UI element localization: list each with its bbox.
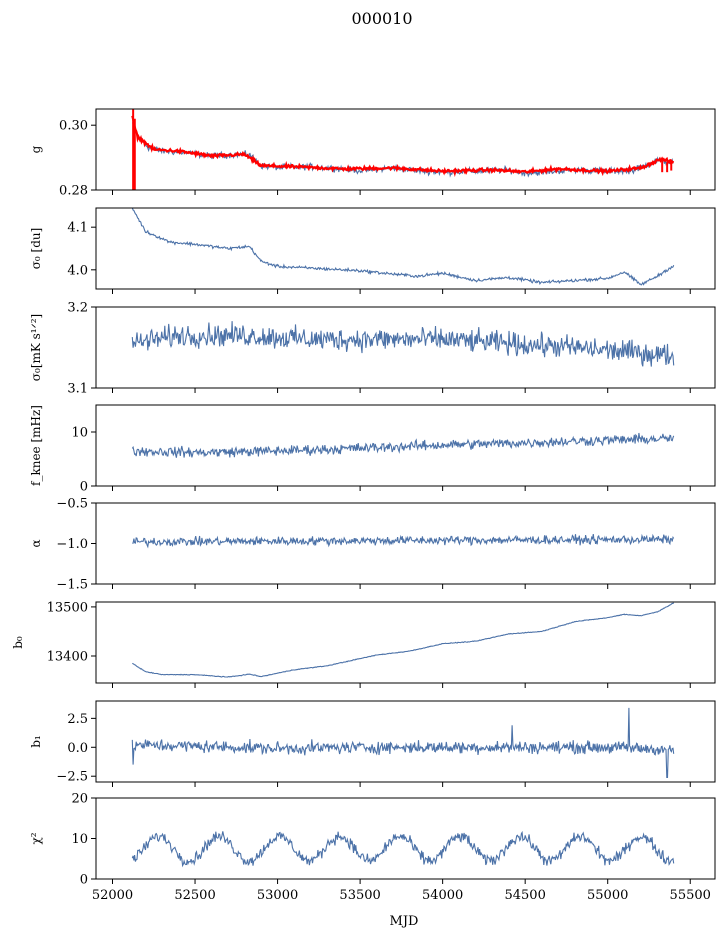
y-axis-label: f_knee [mHz] <box>29 405 43 486</box>
y-tick-label: 3.2 <box>67 301 88 316</box>
y-axis-label: α <box>29 539 43 547</box>
x-tick-label: 55500 <box>670 888 711 903</box>
y-tick-label: 0 <box>80 480 88 495</box>
x-tick-label: 54500 <box>504 888 545 903</box>
x-tick-label: 52500 <box>174 888 215 903</box>
y-tick-label: −2.5 <box>56 770 88 785</box>
y-axis-label: g <box>29 145 43 153</box>
y-tick-label: 13400 <box>47 650 88 665</box>
panel-2: 4.0 4.1 σ₀ [du] <box>29 207 716 294</box>
y-axis-label: σ₀ [du] <box>29 228 43 270</box>
y-tick-label: 0.0 <box>67 741 88 756</box>
series-line-main <box>131 830 675 868</box>
x-tick-label: 54000 <box>422 888 463 903</box>
y-axis-label: b₀ <box>11 636 25 649</box>
series-line-main <box>132 533 675 549</box>
series-line-main <box>131 707 675 778</box>
panels: 0.28 0.30 g 4.0 4.1 σ₀ [du] 3.1 3.2 σ₀[mK s¹ᐟ²] 0… <box>11 108 716 903</box>
axes-frame <box>95 404 716 487</box>
panel-8: 0 10 20 52000 52500 53000 53500 54000 54500 55000… <box>29 792 716 903</box>
y-tick-label: 3.1 <box>67 382 88 397</box>
series-line-main <box>131 321 675 367</box>
series-line-main <box>131 432 675 458</box>
panel-7: −2.5 0.0 2.5 b₁ <box>29 700 716 787</box>
y-tick-label: 2.5 <box>67 712 88 727</box>
y-tick-label: 0.30 <box>59 119 88 134</box>
y-tick-label: −1.5 <box>56 578 88 593</box>
axes-frame <box>95 797 716 880</box>
axes-frame <box>95 306 716 389</box>
y-tick-label: 4.1 <box>67 221 88 236</box>
y-axis-label: b₁ <box>29 735 43 748</box>
y-tick-label: −1.0 <box>56 537 88 552</box>
axes-frame <box>95 108 716 191</box>
x-tick-label: 55000 <box>587 888 628 903</box>
panel-5: −1.5 −1.0 −0.5 α <box>29 497 716 593</box>
x-tick-label: 52000 <box>92 888 133 903</box>
panel-3: 3.1 3.2 σ₀[mK s¹ᐟ²] <box>29 301 716 397</box>
y-tick-label: 10 <box>71 832 88 847</box>
x-tick-label: 53500 <box>339 888 380 903</box>
y-tick-label: 20 <box>71 792 88 807</box>
y-tick-label: 0 <box>80 873 88 888</box>
panel-1: 0.28 0.30 g <box>29 108 716 199</box>
y-tick-label: 13500 <box>47 600 88 615</box>
series-line-main <box>132 602 675 678</box>
axes-frame <box>95 601 716 684</box>
x-tick-label: 53000 <box>257 888 298 903</box>
x-axis-label: MJD <box>390 914 419 929</box>
panel-4: 0 10 f_knee [mHz] <box>29 404 716 495</box>
series-line-fit <box>131 115 675 178</box>
panel-6: 13400 13500 b₀ <box>11 600 716 688</box>
y-tick-label: 4.0 <box>67 263 88 278</box>
y-tick-label: 0.28 <box>59 184 88 199</box>
figure-title: 000010 <box>351 9 412 28</box>
y-axis-label: χ² <box>29 832 43 844</box>
y-tick-label: −0.5 <box>56 497 88 512</box>
y-axis-label: σ₀[mK s¹ᐟ²] <box>29 314 43 381</box>
y-tick-label: 10 <box>71 426 88 441</box>
series-line-main <box>131 208 675 286</box>
axes-frame <box>95 207 716 290</box>
axes-frame <box>95 700 716 783</box>
